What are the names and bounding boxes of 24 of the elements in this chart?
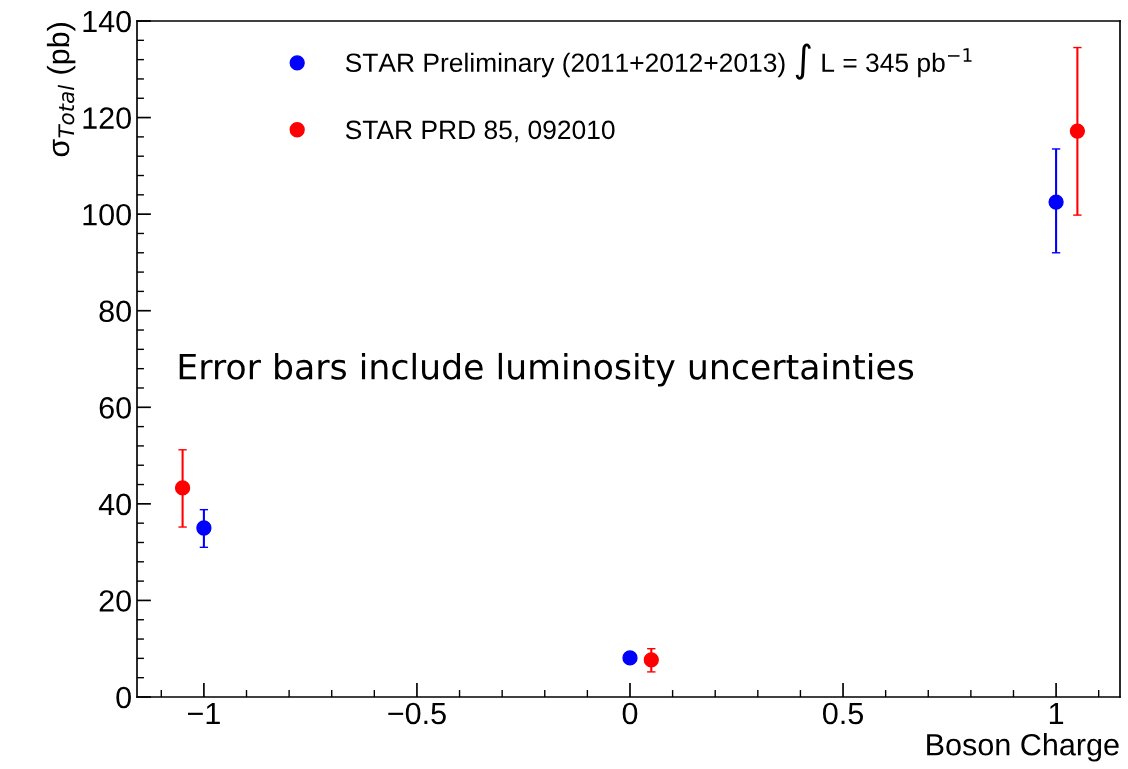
legend-label: STAR PRD 85, 092010 bbox=[345, 120, 615, 143]
x-tick-label: 0 bbox=[622, 702, 638, 725]
point bbox=[1048, 194, 1064, 210]
y-tick-label: 40 bbox=[98, 493, 131, 516]
point bbox=[174, 480, 191, 496]
y-tick-label: 120 bbox=[83, 107, 131, 129]
x-axis-title: Boson Charge bbox=[927, 733, 1119, 762]
legend-label: STAR Preliminary (2011+2012+2013) ∫ L = 345 pb$^{−1}$ bbox=[345, 43, 972, 80]
y-tick-label: 140 bbox=[83, 10, 131, 33]
point bbox=[196, 520, 212, 536]
point bbox=[1069, 123, 1086, 139]
point bbox=[643, 652, 659, 668]
x-tick-label: −0.5 bbox=[388, 702, 446, 725]
y-tick-label: 60 bbox=[99, 397, 131, 419]
y-tick-label: 80 bbox=[99, 300, 131, 323]
x-tick-label: 0.5 bbox=[823, 702, 863, 725]
y-tick-label: 0 bbox=[116, 686, 131, 709]
point bbox=[622, 650, 638, 666]
y-tick-label: 100 bbox=[83, 203, 131, 226]
y-axis-title: σ$_{Total}$ (pb) bbox=[46, 23, 76, 157]
y-tick-label: 20 bbox=[99, 590, 131, 612]
x-tick-label: −1 bbox=[187, 702, 220, 724]
annotation: Error bars include luminosity uncertainties bbox=[179, 352, 914, 387]
x-tick-label: 1 bbox=[1049, 702, 1064, 724]
